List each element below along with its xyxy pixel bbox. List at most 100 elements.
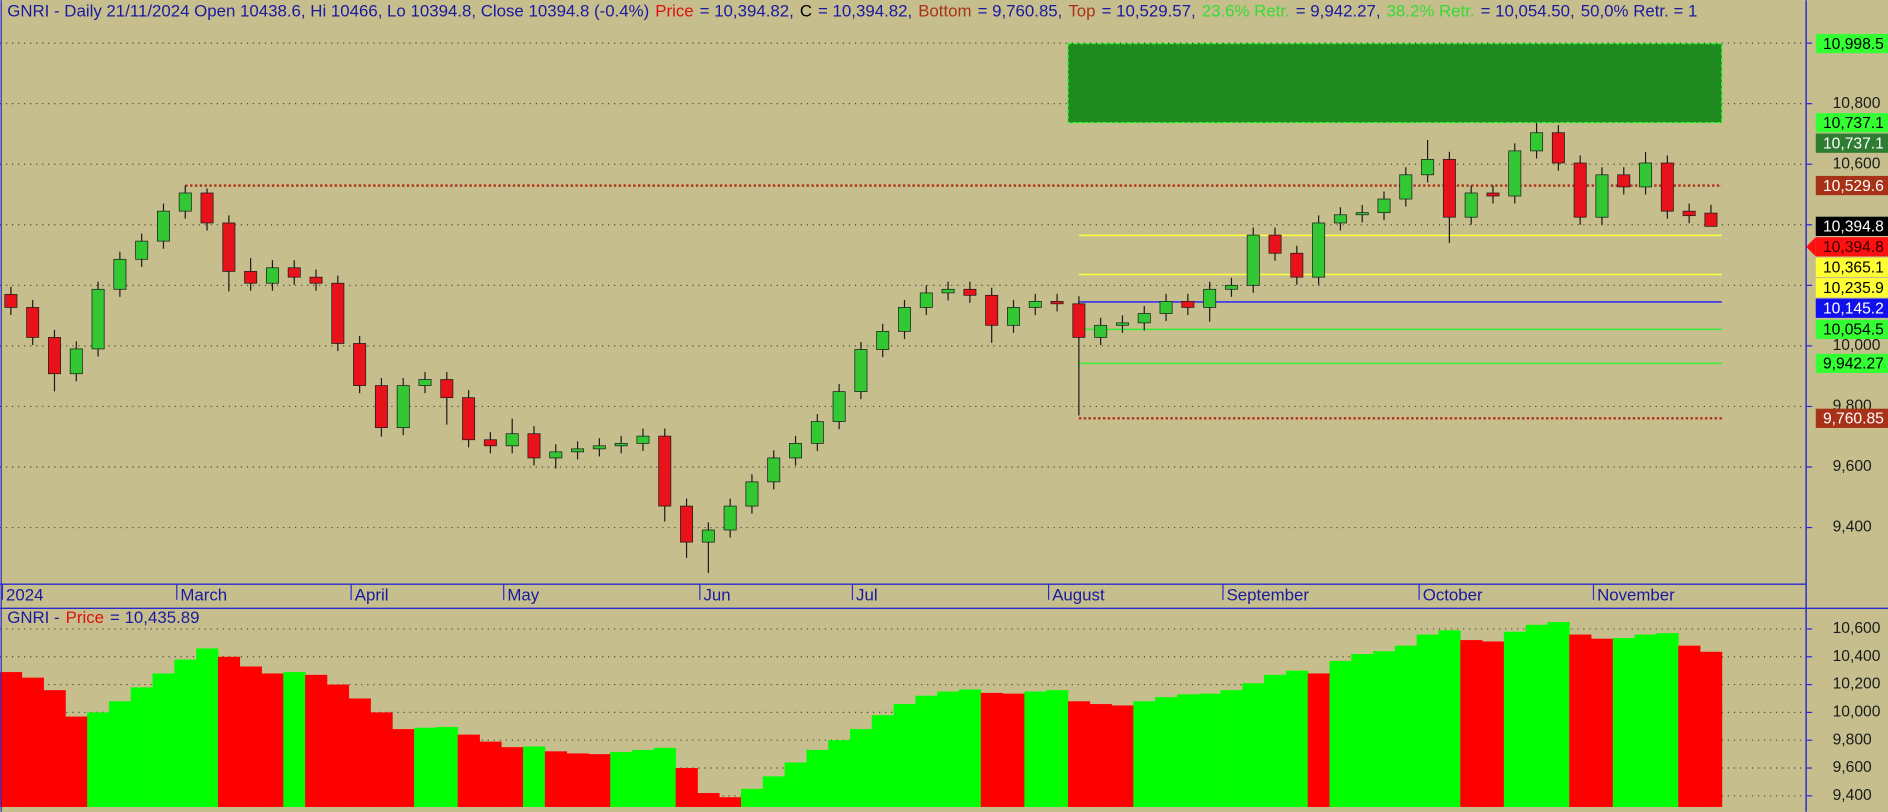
title-part: = 9,760.85,: [978, 2, 1063, 21]
y-tick-label: 10,600: [1833, 620, 1881, 637]
bar: [588, 754, 611, 807]
price-labels: 10,998.5 10,737.1 10,737.1 10,529.6 10,394.8…: [1806, 33, 1888, 428]
bar: [1307, 673, 1330, 807]
candle-body: [854, 349, 868, 392]
bar: [806, 749, 829, 807]
candle-body: [527, 433, 541, 459]
candle-body: [1551, 132, 1565, 164]
bar: [915, 695, 938, 807]
candle-body: [941, 288, 955, 294]
bar: [305, 674, 328, 807]
candle-body: [1181, 301, 1195, 308]
candle-body: [1028, 301, 1042, 308]
candle-body: [1224, 284, 1238, 290]
x-tick-label: September: [1227, 586, 1310, 605]
bar: [1525, 624, 1548, 807]
candle-body: [1072, 303, 1086, 338]
bar: [1111, 705, 1134, 807]
bar: [414, 727, 437, 807]
bar: [697, 793, 720, 807]
bar: [937, 691, 960, 807]
bar: [130, 687, 153, 807]
x-tick-label: October: [1423, 586, 1483, 605]
y-tick-label: 9,600: [1833, 759, 1872, 776]
bar: [21, 677, 44, 807]
candle-body: [1203, 288, 1217, 308]
bar: [261, 673, 284, 807]
bar: [1460, 640, 1483, 807]
bar: [828, 740, 851, 807]
candle-body: [1573, 162, 1587, 218]
bar: [893, 704, 916, 807]
bar: [283, 672, 306, 807]
candle-body: [353, 343, 367, 386]
candle-body: [745, 481, 759, 507]
bar: [1198, 693, 1221, 807]
bar: [544, 751, 568, 807]
candle-body: [1660, 162, 1674, 212]
bar: [1656, 633, 1679, 807]
price-pointer: [1806, 237, 1816, 257]
candle-body: [1115, 322, 1129, 326]
price-label: 9,760.85: [1823, 411, 1884, 428]
candle-body: [1399, 174, 1413, 200]
chart-title: GNRI - Price = 10,435.89: [7, 609, 199, 628]
bar: [1242, 683, 1265, 807]
title-part: Bottom: [918, 2, 971, 21]
bar: [457, 734, 480, 807]
bar: [1002, 693, 1025, 807]
bar: [479, 741, 502, 807]
candle-body: [200, 192, 214, 224]
candle-body: [374, 385, 388, 429]
candle-body: [658, 435, 672, 507]
title-part: = 9,942.27,: [1296, 2, 1381, 21]
candle-body: [680, 505, 694, 543]
bar: [196, 648, 219, 807]
bar: [741, 788, 764, 807]
candle-body: [26, 307, 40, 338]
price-label: 10,145.2: [1823, 301, 1884, 318]
bar: [784, 762, 807, 807]
bar: [1394, 645, 1418, 807]
candle-body: [287, 267, 301, 278]
candle-body: [1268, 234, 1282, 254]
candle-body: [331, 282, 345, 344]
bar: [1591, 638, 1614, 807]
candle-body: [244, 271, 258, 284]
title-part: 38.2% Retr.: [1387, 2, 1475, 21]
candle-body: [483, 439, 497, 447]
candle-body: [1007, 307, 1020, 326]
bar: [1612, 637, 1636, 807]
candle-body: [396, 385, 410, 429]
price-label-box: [1815, 408, 1888, 428]
chart-title: GNRI - Daily 21/11/2024 Open 10438.6, Hi…: [7, 2, 1697, 21]
bar: [1351, 653, 1374, 807]
candle-body: [1050, 301, 1064, 305]
x-tick-label: 2024: [6, 586, 43, 605]
price-label: 10,529.6: [1823, 178, 1884, 195]
candle-body: [4, 294, 18, 308]
price-label-box: [1815, 278, 1888, 298]
candle-body: [1508, 150, 1522, 197]
candle-body: [309, 276, 323, 284]
candle-body: [178, 192, 192, 212]
bar: [1438, 630, 1461, 807]
candle-body: [1639, 162, 1653, 188]
price-label-box: [1815, 113, 1888, 133]
bar: [1264, 674, 1287, 807]
bar: [1176, 694, 1200, 807]
title-part: GNRI -: [7, 609, 59, 628]
price-label-box: [1815, 175, 1888, 196]
title-part: 23.6% Retr.: [1202, 2, 1290, 21]
bar: [1700, 651, 1723, 807]
title-part: C: [800, 2, 812, 21]
bar: [1285, 670, 1309, 807]
bar: [392, 729, 415, 807]
bar: [762, 776, 785, 807]
title-part: GNRI - Daily 21/11/2024 Open 10438.6, Hi…: [7, 2, 649, 21]
x-tick-label: May: [507, 586, 539, 605]
candle-body: [462, 397, 476, 441]
bar: [850, 729, 873, 807]
candle-body: [963, 288, 977, 296]
